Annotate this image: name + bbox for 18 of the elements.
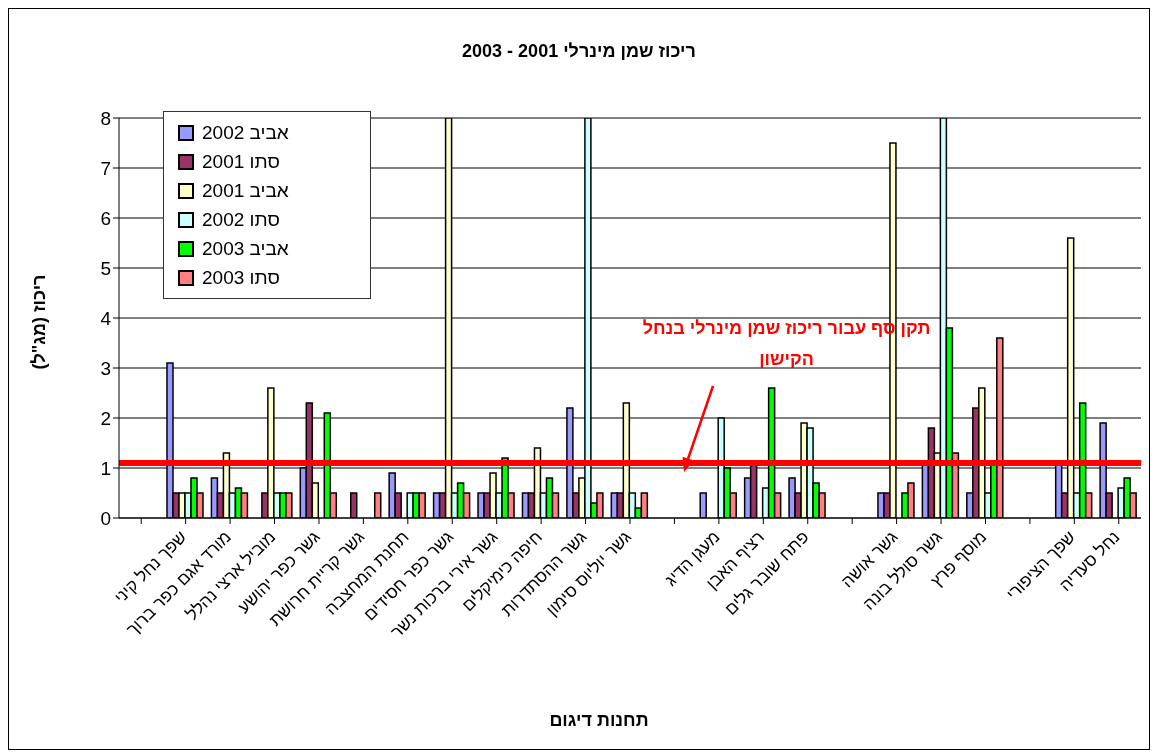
x-axis-title: תחנות דיגום <box>548 710 650 731</box>
legend-label: סתו 2003 <box>202 266 280 289</box>
legend-label: אביב 2001 <box>202 179 289 202</box>
y-tick-label: 2 <box>100 407 111 429</box>
y-axis-title: ריכוז (מג"ל) <box>28 274 50 370</box>
legend-label: אביב 2002 <box>202 121 289 144</box>
legend-label: סתו 2001 <box>202 150 280 173</box>
legend-label: סתו 2002 <box>202 208 280 231</box>
y-tick-label: 0 <box>100 507 111 529</box>
y-tick-label: 7 <box>100 157 111 179</box>
legend-label: אביב 2003 <box>202 237 289 260</box>
chart-title: ריכוז שמן מינרלי 2001 - 2003 <box>461 41 697 62</box>
y-tick-label: 3 <box>100 357 111 379</box>
y-tick-label: 1 <box>100 457 111 479</box>
y-tick-label: 4 <box>100 307 112 329</box>
y-tick-label: 5 <box>100 257 111 279</box>
y-tick-label: 8 <box>100 107 111 129</box>
y-tick-label: 6 <box>100 207 111 229</box>
